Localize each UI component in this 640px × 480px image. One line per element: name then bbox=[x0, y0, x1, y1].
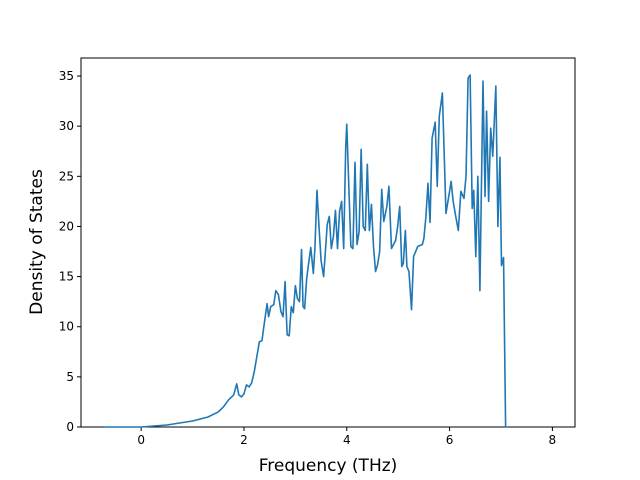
y-tick-label: 25 bbox=[59, 169, 74, 183]
line-series bbox=[103, 74, 508, 428]
y-tick-label: 5 bbox=[66, 370, 74, 384]
x-tick-label: 6 bbox=[446, 433, 454, 447]
y-tick-label: 10 bbox=[59, 320, 74, 334]
y-tick-label: 30 bbox=[59, 119, 74, 133]
x-tick-label: 8 bbox=[549, 433, 557, 447]
plot-frame bbox=[80, 57, 576, 428]
x-axis-label: Frequency (THz) bbox=[259, 456, 398, 476]
x-tick-label: 4 bbox=[343, 433, 351, 447]
y-tick-label: 20 bbox=[59, 219, 74, 233]
y-tick-label: 0 bbox=[66, 420, 74, 434]
y-axis-label: Density of States bbox=[27, 169, 47, 315]
y-tick-label: 15 bbox=[59, 270, 74, 284]
x-tick-label: 2 bbox=[240, 433, 248, 447]
x-tick-label: 0 bbox=[137, 433, 145, 447]
y-tick-label: 35 bbox=[59, 69, 74, 83]
